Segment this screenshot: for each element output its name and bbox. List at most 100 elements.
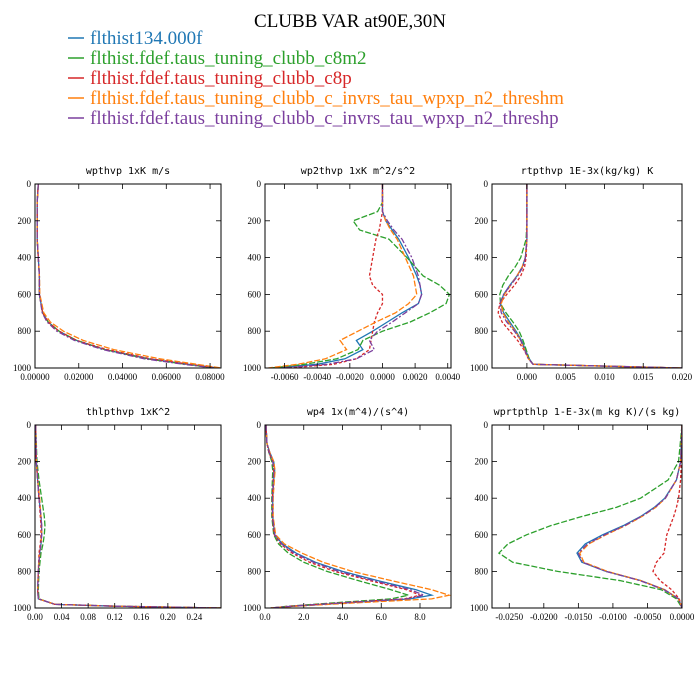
x-tick-label: -0.0100	[599, 612, 627, 622]
x-tick-label: -0.0060	[271, 372, 299, 382]
series-line	[499, 184, 682, 368]
series-line	[265, 425, 451, 608]
y-tick-label: 1000	[13, 363, 32, 373]
series-group	[268, 184, 451, 368]
x-tick-label: 0.16	[133, 612, 149, 622]
y-tick-label: 0	[257, 420, 262, 430]
x-tick-label: 6.0	[376, 612, 388, 622]
x-tick-label: 0.005	[556, 372, 577, 382]
x-tick-label: 0.0020	[403, 372, 428, 382]
panel-title: wp4 1x(m^4)/(s^4)	[307, 407, 409, 418]
legend-label: flthist.fdef.taus_tuning_clubb_c8m2	[90, 48, 367, 69]
x-tick-label: -0.0200	[530, 612, 558, 622]
y-tick-label: 600	[248, 289, 262, 299]
figure-title: CLUBB VAR at90E,30N	[254, 11, 446, 32]
series-group	[265, 425, 451, 608]
series-group	[497, 425, 682, 608]
y-tick-label: 200	[18, 457, 32, 467]
series-line	[578, 425, 682, 608]
series-line	[500, 184, 682, 368]
series-line	[271, 184, 451, 368]
x-tick-label: 0.04000	[108, 372, 138, 382]
series-line	[265, 425, 427, 608]
y-tick-label: 800	[248, 566, 262, 576]
series-line	[281, 184, 423, 368]
y-tick-label: 600	[18, 530, 32, 540]
x-tick-label: -0.0020	[336, 372, 364, 382]
x-tick-label: 4.0	[337, 612, 349, 622]
y-tick-label: 0	[257, 179, 262, 189]
series-line	[497, 184, 682, 368]
series-line	[499, 184, 682, 368]
y-tick-label: 800	[248, 326, 262, 336]
x-tick-label: 0.04	[54, 612, 70, 622]
legend-label: flthist134.000f	[90, 28, 203, 49]
legend-label: flthist.fdef.taus_tuning_clubb_c_invrs_t…	[90, 108, 559, 129]
axis-frame	[264, 183, 452, 369]
panel-title: wpthvp 1xK m/s	[86, 166, 170, 177]
axis-frame	[491, 424, 683, 609]
series-line	[36, 184, 219, 368]
y-tick-label: 600	[248, 530, 262, 540]
axis-frame	[264, 424, 452, 609]
y-tick-label: 400	[475, 493, 489, 503]
series-line	[577, 425, 682, 608]
panel-title: wp2thvp 1xK m^2/s^2	[301, 166, 415, 177]
legend: flthist134.000fflthist.fdef.taus_tuning_…	[68, 28, 564, 129]
y-tick-label: 0	[484, 420, 489, 430]
y-tick-label: 600	[18, 289, 32, 299]
y-tick-label: 1000	[13, 603, 32, 613]
x-tick-label: 0.06000	[152, 372, 182, 382]
series-line	[265, 425, 423, 608]
x-tick-label: 0.20	[160, 612, 176, 622]
chart-panels: wpthvp 1xK m/s 0 200 400 600 800 1000 0.0000 0 0.…	[13, 166, 695, 622]
series-group	[35, 425, 221, 608]
series-line	[36, 184, 217, 368]
series-group	[497, 184, 682, 368]
y-tick-label: 800	[18, 566, 32, 576]
legend-label: flthist.fdef.taus_tuning_clubb_c_invrs_t…	[90, 88, 564, 109]
y-tick-label: 0	[27, 179, 32, 189]
series-line	[265, 425, 435, 608]
x-tick-label: -0.0040	[303, 372, 331, 382]
x-tick-label: 0.0000	[670, 612, 695, 622]
series-group	[36, 184, 221, 368]
y-tick-label: 1000	[470, 603, 489, 613]
y-tick-label: 0	[484, 179, 489, 189]
y-tick-label: 400	[248, 253, 262, 263]
series-line	[497, 425, 682, 608]
y-tick-label: 400	[18, 493, 32, 503]
y-tick-label: 1000	[243, 603, 262, 613]
series-line	[499, 184, 682, 368]
x-tick-label: 0.12	[107, 612, 123, 622]
y-tick-label: 800	[18, 326, 32, 336]
x-tick-label: 2.0	[298, 612, 310, 622]
axis-frame	[491, 183, 683, 369]
y-tick-label: 600	[475, 289, 489, 299]
panel-title: rtpthvp 1E-3x(kg/kg) K	[521, 166, 653, 177]
series-line	[35, 425, 221, 608]
series-line	[35, 425, 221, 608]
panel-title: wprtpthlp 1-E-3x(m kg K)/(s kg)	[494, 407, 681, 418]
series-line	[36, 184, 221, 368]
panel-title: thlpthvp 1xK^2	[86, 407, 170, 418]
series-line	[35, 425, 221, 608]
x-tick-label: -0.0050	[634, 612, 662, 622]
x-tick-label: 0.24	[187, 612, 203, 622]
axis-frame	[34, 183, 222, 369]
series-line	[576, 425, 682, 608]
x-tick-label: 0.020	[672, 372, 693, 382]
y-tick-label: 400	[248, 493, 262, 503]
chart-panel: rtpthvp 1E-3x(kg/kg) K 0 200 400 600 800 1000 0…	[470, 166, 693, 382]
chart-panel: wprtpthlp 1-E-3x(m kg K)/(s kg) 0 200 400 60…	[470, 407, 695, 622]
axis-frame	[34, 424, 222, 609]
series-line	[652, 425, 682, 608]
y-tick-label: 200	[248, 216, 262, 226]
x-tick-label: 0.08000	[195, 372, 225, 382]
x-tick-label: 0.02000	[64, 372, 94, 382]
series-line	[36, 184, 215, 368]
series-line	[35, 425, 221, 608]
